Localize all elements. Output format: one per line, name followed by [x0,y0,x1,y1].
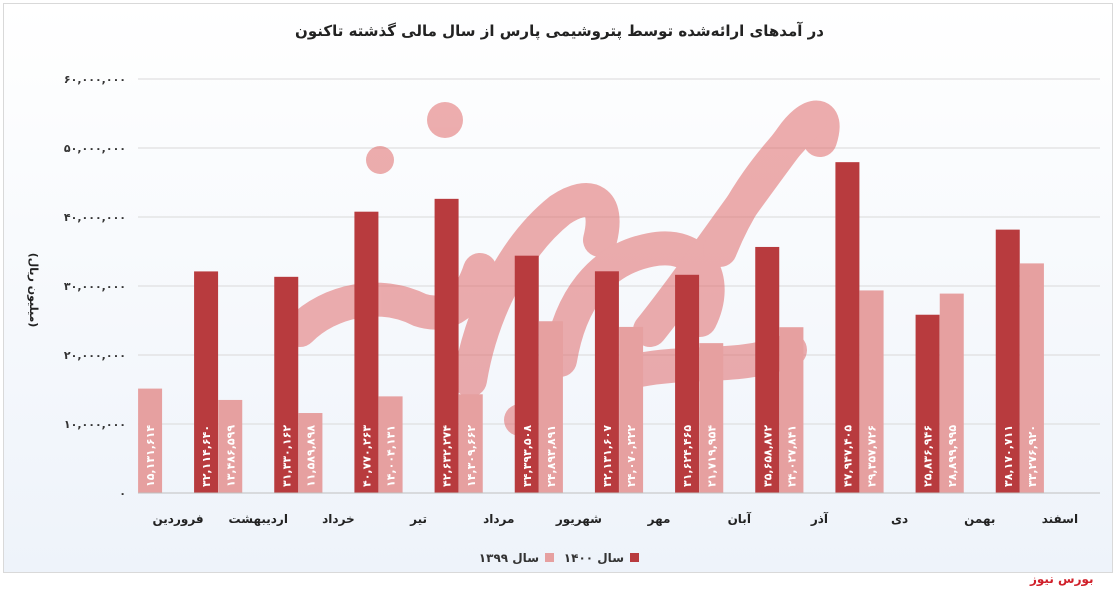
bar-1399 [378,396,403,493]
data-label-1399: ۳۳,۲۷۶,۹۲۰ [1026,425,1039,487]
data-label-1400: ۳۴,۳۹۳,۵۰۸ [521,425,534,487]
data-label-1399: ۲۱,۷۱۹,۹۵۴ [705,425,718,487]
data-label-1400: ۴۷,۹۴۷,۴۰۵ [841,425,854,487]
watermark-dot [366,146,394,174]
bar-1399 [779,327,804,493]
y-tick-label: ۴۰,۰۰۰,۰۰۰ [64,211,126,224]
data-label-1399: ۲۴,۰۲۷,۸۴۱ [785,425,798,487]
bar-1399 [458,394,483,493]
bar-1399 [699,343,724,493]
y-axis-label: (میلیون ریال) [27,253,40,328]
bar-1400 [274,276,299,493]
brand-text: بورس نیوز [1030,572,1094,586]
x-category-label: اسفند [1042,512,1078,526]
watermark-stroke [543,231,725,377]
bar-1400 [675,274,700,493]
x-category-label: بهمن [964,512,995,526]
y-tick-label: ۲۰,۰۰۰,۰۰۰ [64,349,126,362]
legend-swatch [545,553,554,562]
data-label-1399: ۲۴,۰۷۰,۲۲۲ [625,425,638,487]
x-category-label: مهر [647,512,671,526]
data-label-1400: ۴۰,۷۷۰,۲۶۳ [360,425,373,487]
x-category-label: اردیبهشت [229,512,288,526]
data-label-1399: ۱۴,۳۰۹,۶۶۲ [465,425,478,487]
data-label-1400: ۳۵,۶۵۸,۸۷۲ [761,425,774,487]
y-tick-label: ۱۰,۰۰۰,۰۰۰ [64,418,126,431]
legend-swatch [630,553,639,562]
data-label-1399: ۱۴,۰۰۴,۱۳۱ [385,425,398,487]
data-label-1399: ۲۹,۳۵۷,۷۲۶ [866,425,879,487]
watermark-stroke [453,183,620,397]
x-category-label: خرداد [322,512,355,526]
data-label-1399: ۱۱,۵۸۹,۸۹۸ [304,425,317,487]
data-label-1399: ۱۵,۱۳۱,۶۱۴ [144,425,157,487]
bar-1399 [298,413,323,493]
x-category-label: شهریور [555,512,602,527]
bar-1399 [1019,263,1044,493]
bar-1400 [354,211,379,493]
data-label-1399: ۱۳,۴۸۶,۵۹۹ [224,425,237,487]
data-label-1400: ۳۸,۱۷۰,۷۱۱ [1002,425,1015,487]
bar-1399 [939,293,964,493]
data-label-1400: ۳۲,۱۳۱,۶۰۷ [601,425,614,487]
bar-1399 [138,388,163,493]
x-category-label: آبان [728,511,752,526]
chart-title: در آمدهای ارائه‌شده توسط پتروشیمی پارس ا… [295,22,824,40]
bar-1399 [218,399,243,493]
bar-1400 [514,255,539,493]
data-label-1400: ۳۱,۳۳۰,۱۶۲ [280,425,293,487]
bar-1400 [835,162,860,493]
data-label-1399: ۲۸,۸۹۹,۹۹۵ [946,425,959,487]
data-label-1399: ۲۴,۸۹۳,۸۹۱ [545,425,558,487]
x-category-label: تیر [409,512,427,526]
x-category-label: دی [891,512,908,526]
bar-1400 [594,271,619,493]
legend-label: سال ۱۴۰۰ [564,551,624,565]
bar-1400 [434,198,459,493]
y-tick-label: ۵۰,۰۰۰,۰۰۰ [64,142,126,155]
data-label-1400: ۴۲,۶۳۲,۲۷۴ [441,425,454,487]
y-tick-label: ۰ [119,487,126,500]
bar-1400 [755,246,780,493]
data-label-1400: ۲۵,۸۳۶,۹۴۶ [922,425,935,487]
x-category-label: فروردین [153,512,204,527]
watermark-stroke [703,103,827,267]
y-tick-label: ۶۰,۰۰۰,۰۰۰ [64,73,126,86]
bar-1400 [915,314,940,493]
y-tick-label: ۳۰,۰۰۰,۰۰۰ [64,280,126,293]
x-category-label: آذر [810,511,829,526]
bar-1400 [995,229,1020,493]
bar-1400 [194,271,219,493]
watermark-stroke [283,253,497,347]
bar-1399 [538,321,563,493]
data-label-1400: ۳۱,۶۲۴,۴۶۵ [681,425,694,487]
data-label-1400: ۳۲,۱۱۴,۶۴۰ [200,425,213,487]
x-category-label: مرداد [483,512,514,526]
bar-1399 [619,326,644,493]
legend-label: سال ۱۳۹۹ [479,551,539,565]
bar-1399 [859,290,884,493]
watermark-dot [427,102,463,138]
